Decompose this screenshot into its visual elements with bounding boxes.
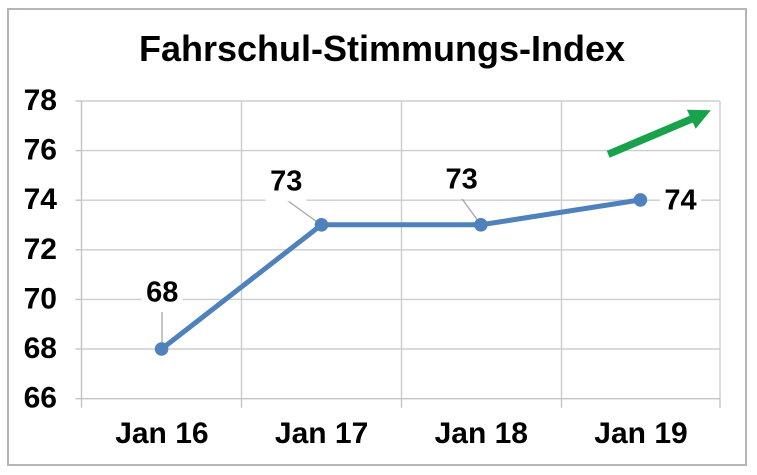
svg-text:73: 73 [270,166,302,198]
svg-text:74: 74 [664,185,696,217]
svg-text:78: 78 [24,84,57,117]
svg-text:76: 76 [24,134,57,167]
svg-text:Jan 16: Jan 16 [115,417,208,450]
svg-text:Jan 18: Jan 18 [435,417,528,450]
svg-text:Jan 17: Jan 17 [275,417,368,450]
svg-text:68: 68 [146,276,178,308]
svg-text:68: 68 [24,332,57,365]
svg-text:72: 72 [24,233,57,266]
svg-text:66: 66 [24,382,57,415]
svg-text:70: 70 [24,282,57,315]
svg-text:74: 74 [24,183,58,216]
svg-text:73: 73 [445,164,477,196]
svg-text:Fahrschul-Stimmungs-Index: Fahrschul-Stimmungs-Index [139,28,625,69]
svg-text:Jan 19: Jan 19 [594,417,687,450]
